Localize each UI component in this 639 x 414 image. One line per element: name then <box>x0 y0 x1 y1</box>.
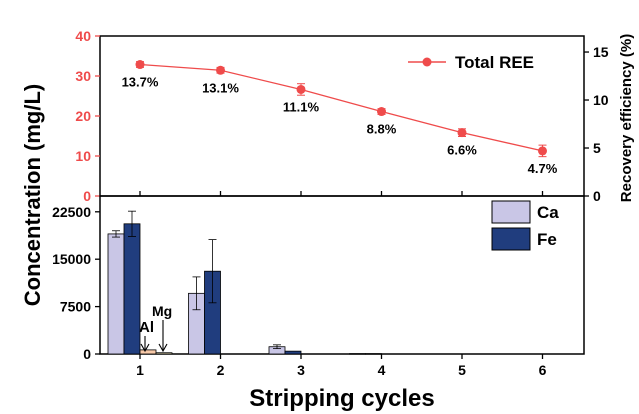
annotation-mg-arrowhead <box>158 343 168 353</box>
x-axis: 1 2 3 4 5 6 <box>136 191 547 378</box>
x-tick-label: 3 <box>297 362 305 378</box>
legend-ree-marker <box>422 57 432 67</box>
ree-line <box>139 63 543 152</box>
ree-data-label: 8.8% <box>367 122 397 137</box>
y-axis-label-recovery: Recovery efficiency (%) <box>618 34 635 202</box>
bottom-legend: Ca Fe <box>491 200 559 251</box>
top-right-tick-label: 15 <box>593 44 609 60</box>
ree-data-label: 13.7% <box>122 75 159 90</box>
annotation-al: Al <box>139 319 154 336</box>
legend-fe-label: Fe <box>537 230 557 249</box>
x-tick-label: 6 <box>539 362 547 378</box>
top-left-tick-label: 30 <box>75 68 91 84</box>
top-panel: 0 10 20 30 40 0 5 10 15 13.7% 13.1% 11.1% 8.8% 6.6%… <box>75 28 608 204</box>
bar-mg <box>155 352 173 355</box>
legend-fe-swatch <box>491 227 531 251</box>
ree-point <box>457 128 467 138</box>
ree-point <box>135 60 145 70</box>
legend-ca-label: Ca <box>537 203 559 222</box>
bottom-y-tick-label: 22500 <box>52 204 91 220</box>
top-legend: Total REE <box>408 53 534 72</box>
top-left-axis: 0 10 20 30 40 <box>75 28 100 204</box>
x-tick-label: 1 <box>136 362 144 378</box>
x-axis-label: Stripping cycles <box>249 385 434 412</box>
bar-ca <box>349 353 366 355</box>
ree-point <box>296 84 306 94</box>
bottom-bars <box>107 210 382 355</box>
bottom-y-tick-label: 15000 <box>52 251 91 267</box>
annotation-al-arrowhead <box>140 343 150 353</box>
top-left-tick-label: 40 <box>75 28 91 44</box>
top-right-axis: 0 5 10 15 <box>584 44 609 204</box>
bottom-y-tick-label: 7500 <box>60 299 91 315</box>
x-tick-label: 4 <box>378 362 386 378</box>
ree-data-label: 13.1% <box>202 80 239 95</box>
bar-fe <box>284 350 302 355</box>
ree-data-label: 6.6% <box>447 143 477 158</box>
top-left-tick-label: 20 <box>75 108 91 124</box>
bar-ca <box>107 233 125 355</box>
bar-fe <box>123 223 141 355</box>
al-mg-annotation: Al Mg <box>139 303 172 353</box>
top-right-tick-label: 0 <box>593 188 601 204</box>
top-left-tick-label: 10 <box>75 148 91 164</box>
bottom-y-axis: 0 7500 15000 22500 <box>52 204 100 362</box>
y-axis-label-concentration: Concentration (mg/L) <box>20 84 45 306</box>
top-left-tick-label: 0 <box>83 188 91 204</box>
bottom-y-tick-label: 0 <box>83 346 91 362</box>
bottom-panel: 0 7500 15000 22500 1 2 3 4 5 6 Ca Fe Al Mg <box>52 191 585 378</box>
ree-point <box>377 107 386 117</box>
top-right-tick-label: 10 <box>593 92 609 108</box>
ree-series: 13.7% 13.1% 11.1% 8.8% 6.6% 4.7% <box>122 60 558 176</box>
legend-ree-label: Total REE <box>455 53 534 72</box>
bottom-plot-frame <box>99 195 585 355</box>
x-tick-label: 5 <box>458 362 466 378</box>
bar-al <box>139 349 157 355</box>
ree-data-label: 11.1% <box>283 99 320 114</box>
top-right-tick-label: 5 <box>593 140 601 156</box>
legend-ca-swatch <box>491 200 531 224</box>
ree-point <box>216 65 225 75</box>
ree-point <box>538 146 547 156</box>
x-tick-label: 2 <box>217 362 225 378</box>
annotation-mg: Mg <box>152 303 172 319</box>
bar-fe <box>365 353 382 355</box>
ree-data-label: 4.7% <box>528 161 558 176</box>
